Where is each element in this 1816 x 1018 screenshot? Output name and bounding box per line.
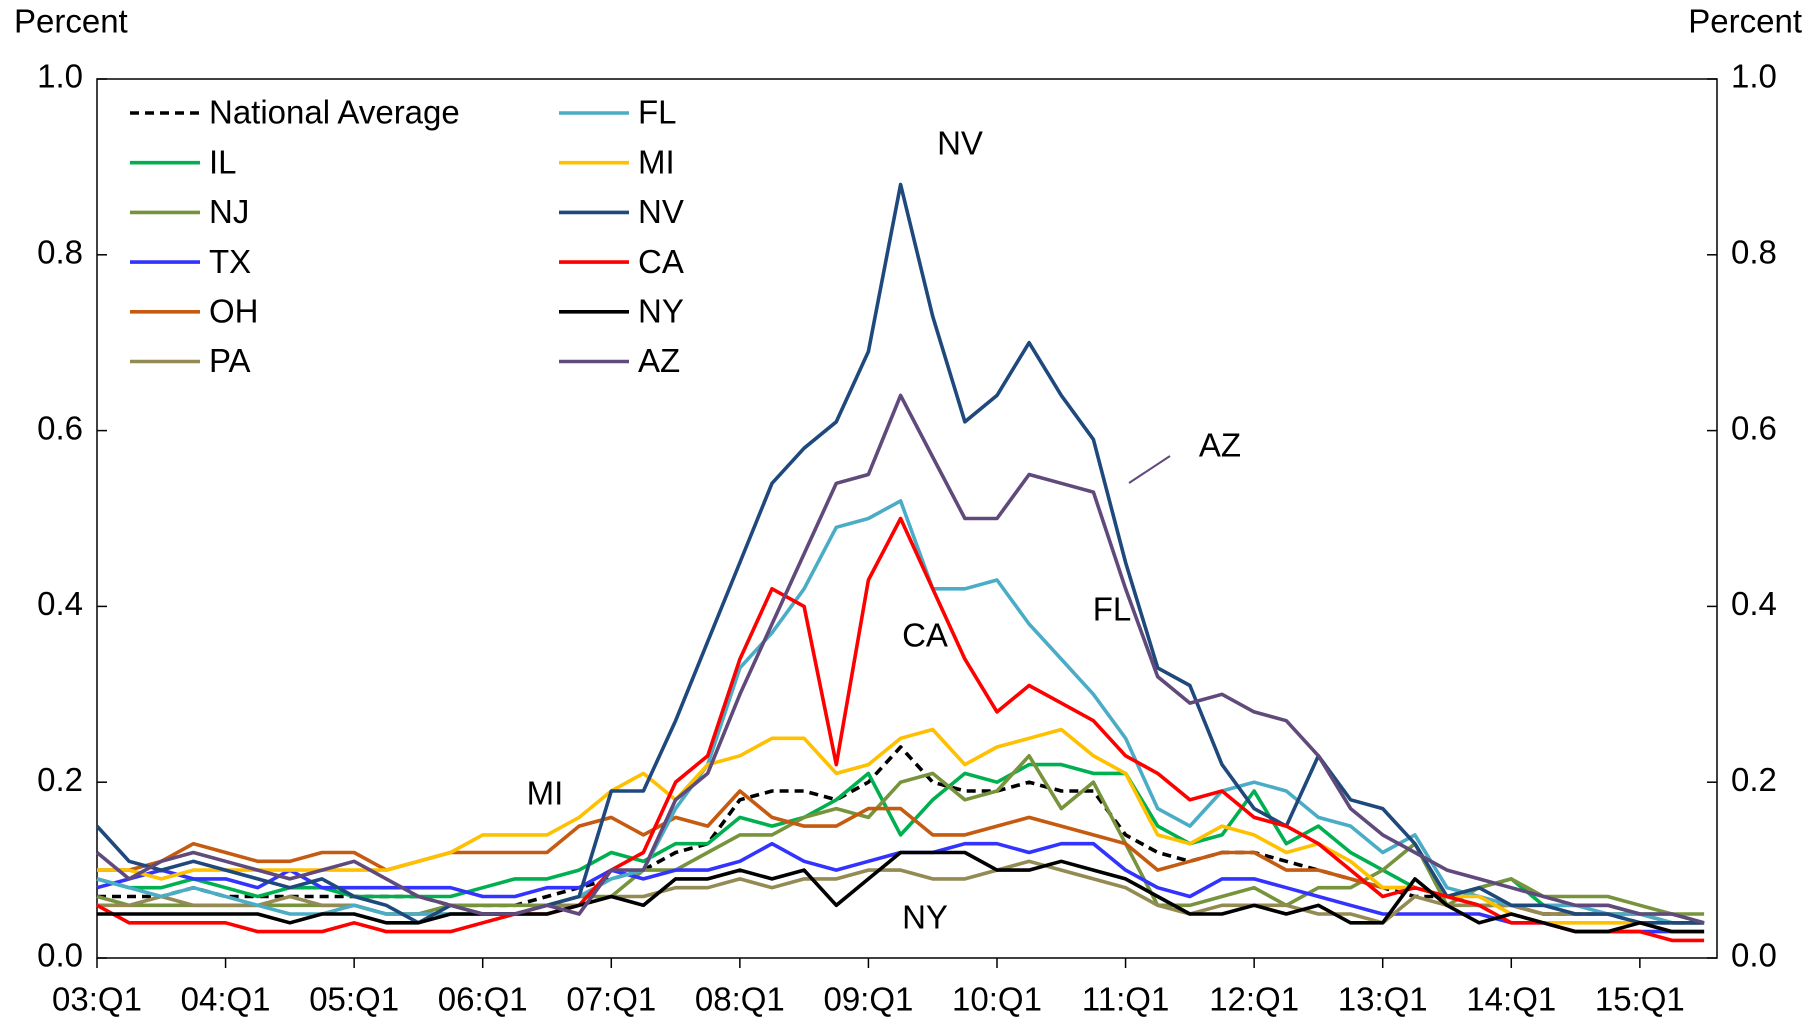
x-tick-label: 12:Q1 [1209,981,1299,1018]
series-line [97,789,1705,925]
series-line [95,182,1705,925]
x-tick-label: 10:Q1 [952,981,1042,1018]
y-tick-label: 0.4 [37,585,83,622]
y2-tick-label: 0.2 [1731,761,1777,798]
legend-label: IL [209,143,237,180]
annotation: NV [937,125,983,162]
x-tick-label: 05:Q1 [309,981,399,1018]
series-line [95,393,1705,925]
annotation: NY [902,899,948,936]
y-tick-label: 0.2 [37,761,83,798]
x-tick-label: 03:Q1 [52,981,142,1018]
legend-label: NY [638,293,684,330]
x-tick-label: 14:Q1 [1466,981,1556,1018]
legend-label: OH [209,293,259,330]
plot-frame [96,78,1718,959]
annotation-leader [1128,455,1171,484]
legend-label: AZ [638,342,680,379]
y-tick-label: 1.0 [37,58,83,95]
legend-label: MI [638,143,675,180]
annotation: MI [527,775,564,812]
series-line [96,499,1705,925]
x-tick-label: 15:Q1 [1595,981,1685,1018]
legend-label: National Average [209,94,460,131]
x-tick-label: 07:Q1 [566,981,656,1018]
x-tick-label: 08:Q1 [695,981,785,1018]
legend-label: FL [638,94,677,131]
y2-tick-label: 0.0 [1731,937,1777,974]
y2-axis-label: Percent [1688,3,1802,40]
x-tick-label: 09:Q1 [823,981,913,1018]
y2-tick-label: 0.4 [1731,585,1777,622]
legend-label: PA [209,342,251,379]
series-line [97,850,1705,934]
y2-tick-label: 1.0 [1731,58,1777,95]
y2-tick-label: 0.8 [1731,234,1777,271]
series-line [96,516,1705,943]
legend-label: NJ [209,193,249,230]
y-tick-label: 0.0 [37,937,83,974]
annotation: FL [1093,591,1132,628]
y-axis-label: Percent [14,3,128,40]
legend-label: NV [638,193,684,230]
y-tick-label: 0.8 [37,234,83,271]
legend-label: TX [209,243,251,280]
y2-tick-label: 0.6 [1731,409,1777,446]
annotation: CA [902,617,948,654]
x-tick-label: 06:Q1 [438,981,528,1018]
x-tick-label: 11:Q1 [1082,981,1169,1018]
x-tick-label: 04:Q1 [181,981,271,1018]
legend-label: CA [638,243,684,280]
annotation: AZ [1199,427,1241,464]
x-tick-label: 13:Q1 [1338,981,1428,1018]
y-tick-label: 0.6 [37,409,83,446]
